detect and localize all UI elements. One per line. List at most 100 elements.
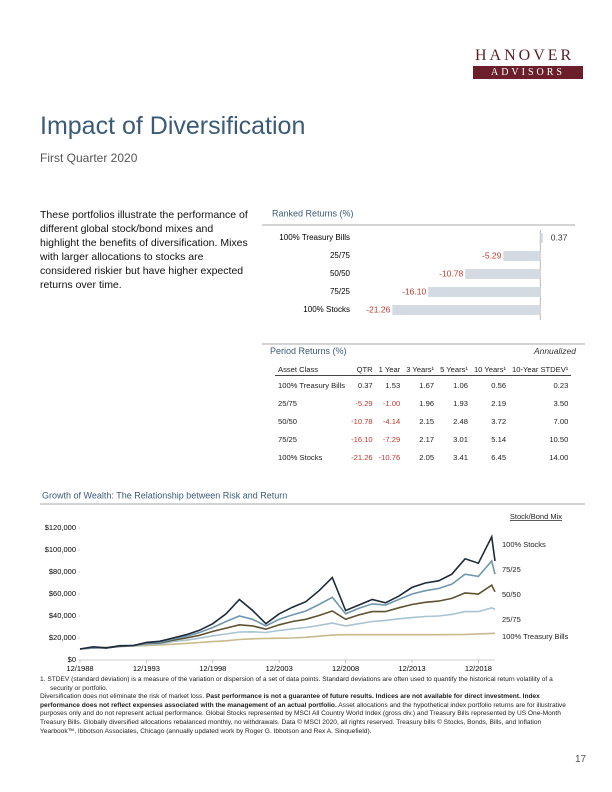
- page-subtitle: First Quarter 2020: [40, 151, 138, 165]
- x-tick-label: 12/1993: [133, 664, 160, 673]
- disclosure-text: Past performance is not a guarantee of f…: [40, 693, 540, 709]
- legend-label: 50/50: [502, 590, 521, 599]
- value-label: -5.29: [482, 250, 502, 260]
- table-cell: -10.78: [351, 416, 373, 426]
- table-row: 100% Stocks -21.26 -10.76 2.05 3.41 6.45 14.00: [275, 448, 571, 466]
- column-header: 3 Years¹: [403, 364, 438, 376]
- bar: [465, 269, 541, 279]
- bar: [392, 305, 541, 315]
- table-cell: -7.29: [382, 434, 401, 444]
- value-label: -10.78: [439, 268, 463, 278]
- table-cell: 2.17: [419, 434, 435, 444]
- table-row: 75/25 -16.10 -7.29 2.17 3.01 5.14 10.50: [275, 430, 571, 448]
- category-label: 75/25: [330, 287, 351, 296]
- table-cell: -21.26: [351, 452, 373, 462]
- x-tick-label: 12/1988: [66, 664, 93, 673]
- category-label: 25/75: [330, 251, 351, 260]
- table-cell: 3.41: [453, 452, 468, 462]
- table-cell: -5.29: [355, 398, 373, 408]
- column-header: 10-Year STDEV¹: [509, 364, 572, 376]
- table-cell: 0.37: [357, 380, 373, 390]
- x-tick-label: 12/1998: [199, 664, 226, 673]
- table-body: 100% Treasury Bills 0.37 1.53 1.67 1.06 0.56 0…: [275, 376, 571, 467]
- table-note: Annualized: [533, 346, 576, 356]
- chart-title: Ranked Returns (%): [272, 208, 354, 218]
- table-cell: 75/25: [278, 434, 298, 444]
- table-cell: 2.05: [419, 452, 435, 462]
- series-line: [79, 606, 496, 650]
- x-tick-label: 12/2003: [266, 664, 293, 673]
- bar: [428, 287, 541, 297]
- series-line: [79, 632, 496, 650]
- table-cell: -16.10: [351, 434, 373, 444]
- x-tick-label: 12/2018: [465, 664, 492, 673]
- disclosure-text: Diversification does not eliminate the r…: [40, 693, 205, 701]
- page-title: Impact of Diversification: [40, 112, 306, 140]
- table-cell: 25/75: [278, 398, 298, 408]
- legend-label: 100% Stocks: [502, 540, 546, 549]
- legend-title: Stock/Bond Mix: [510, 512, 562, 521]
- category-label: 100% Stocks: [303, 305, 350, 314]
- y-tick-label: $120,000: [45, 523, 76, 532]
- table-cell: 3.01: [453, 434, 468, 444]
- table-cell: -4.14: [382, 416, 401, 426]
- chart-title: Growth of Wealth: The Relationship betwe…: [42, 490, 287, 500]
- table-cell: 7.00: [553, 416, 569, 426]
- category-label: 50/50: [330, 269, 351, 278]
- table-cell: 5.14: [491, 434, 507, 444]
- table-cell: 1.96: [419, 398, 435, 408]
- column-header: 1 Year: [375, 364, 404, 376]
- table-row: 25/75 -5.29 -1.00 1.96 1.93 2.19 3.50: [275, 394, 571, 412]
- y-tick-label: $0: [68, 655, 76, 664]
- table-cell: -10.76: [378, 452, 401, 462]
- series-line: [79, 559, 496, 650]
- table-cell: 100% Treasury Bills: [278, 380, 346, 390]
- bar: [540, 233, 543, 243]
- table-cell: 14.00: [549, 452, 569, 462]
- column-header: 10 Years¹: [470, 364, 510, 376]
- table-cell: 3.72: [491, 416, 507, 426]
- legend-label: 25/75: [502, 615, 521, 624]
- value-label: -21.26: [366, 304, 390, 314]
- logo-text: ADVISORS: [490, 67, 565, 78]
- table-cell: 3.50: [553, 398, 569, 408]
- table-cell: 2.48: [453, 416, 468, 426]
- intro-text: These portfolios illustrate the performa…: [40, 209, 248, 291]
- disclosure: Diversification does not eliminate the r…: [40, 693, 570, 736]
- table-cell: 10.50: [549, 434, 569, 444]
- table-cell: 1.53: [385, 380, 401, 390]
- table-cell: 1.06: [453, 380, 468, 390]
- column-header: 5 Years¹: [437, 364, 471, 376]
- legend-label: 75/25: [502, 565, 521, 574]
- table-cell: -1.00: [382, 398, 401, 408]
- table-header: Asset Class QTR 1 Year 3 Years¹ 5 Years¹ 10 Y…: [275, 364, 572, 376]
- table-cell: 6.45: [491, 452, 507, 462]
- returns-table: Asset Class QTR 1 Year 3 Years¹ 5 Years¹ 10 Y…: [275, 364, 572, 467]
- x-tick-label: 12/2013: [398, 664, 425, 673]
- page-number: 17: [575, 754, 587, 765]
- table-cell: 50/50: [278, 416, 298, 426]
- logo-band: ADVISORS: [473, 66, 583, 79]
- category-label: 100% Treasury Bills: [279, 233, 350, 242]
- x-tick-label: 12/2008: [332, 664, 359, 673]
- disclosure-text: Asset allocations and the hypothetical i…: [40, 701, 566, 735]
- y-tick-label: $20,000: [49, 633, 76, 642]
- table-cell: 0.56: [491, 380, 507, 390]
- bar: [503, 251, 541, 261]
- table-cell: 1.67: [419, 380, 435, 390]
- y-tick-label: $60,000: [49, 589, 76, 598]
- series-line: [79, 534, 496, 650]
- table-row: 100% Treasury Bills 0.37 1.53 1.67 1.06 0.56 0…: [275, 376, 571, 395]
- y-tick-label: $100,000: [45, 545, 76, 554]
- value-label: -16.10: [402, 286, 426, 296]
- value-label: 0.37: [551, 232, 568, 242]
- table-cell: 100% Stocks: [278, 452, 323, 462]
- logo-text: HANOVER: [475, 47, 575, 64]
- table-cell: 2.15: [419, 416, 435, 426]
- table-cell: 0.23: [553, 380, 569, 390]
- table-cell: 2.19: [491, 398, 507, 408]
- table-title: Period Returns (%): [270, 346, 347, 356]
- table-row: 50/50 -10.78 -4.14 2.15 2.48 3.72 7.00: [275, 412, 571, 430]
